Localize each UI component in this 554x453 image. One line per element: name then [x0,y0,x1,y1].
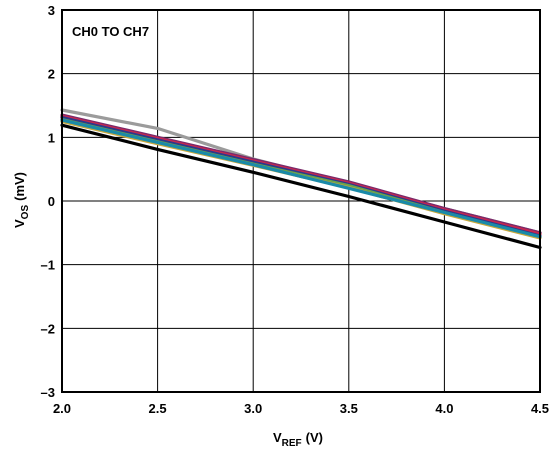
series-line-5 [60,119,542,240]
x-tick-label: 3.0 [244,401,262,416]
x-tick-label: 2.0 [53,401,71,416]
annotation: CH0 TO CH7 [72,24,149,39]
x-axis-label-unit: (V) [306,430,323,445]
y-tick-label: –1 [41,258,55,273]
y-tick-label: –3 [41,385,55,400]
x-axis-label: VREF (V) [273,430,323,449]
y-tick-labels: 3 2 1 0 –1 –2 –3 [41,3,55,400]
plot-frame [61,9,541,393]
series-line-6 [60,118,542,239]
grid [61,9,541,393]
x-axis-label-main: V [273,430,282,445]
y-tick-label: 3 [48,3,55,18]
x-tick-label: 4.5 [531,401,549,416]
y-tick-label: 1 [48,130,55,145]
x-tick-labels: 2.0 2.5 3.0 3.5 4.0 4.5 [53,401,549,416]
x-tick-label: 4.0 [435,401,453,416]
series-group [60,108,542,250]
series-line-7 [60,123,542,250]
y-tick-label: –2 [41,321,55,336]
y-axis-label-unit: (mV) [12,172,27,201]
x-tick-label: 2.5 [149,401,167,416]
x-axis-label-sub: REF [282,438,302,449]
x-tick-label: 3.5 [340,401,358,416]
y-axis-label: VOS (mV) [12,172,31,228]
y-axis-label-main: V [12,219,27,228]
y-tick-label: 0 [48,194,55,209]
y-tick-label: 2 [48,67,55,82]
y-axis-label-sub: OS [20,205,31,220]
